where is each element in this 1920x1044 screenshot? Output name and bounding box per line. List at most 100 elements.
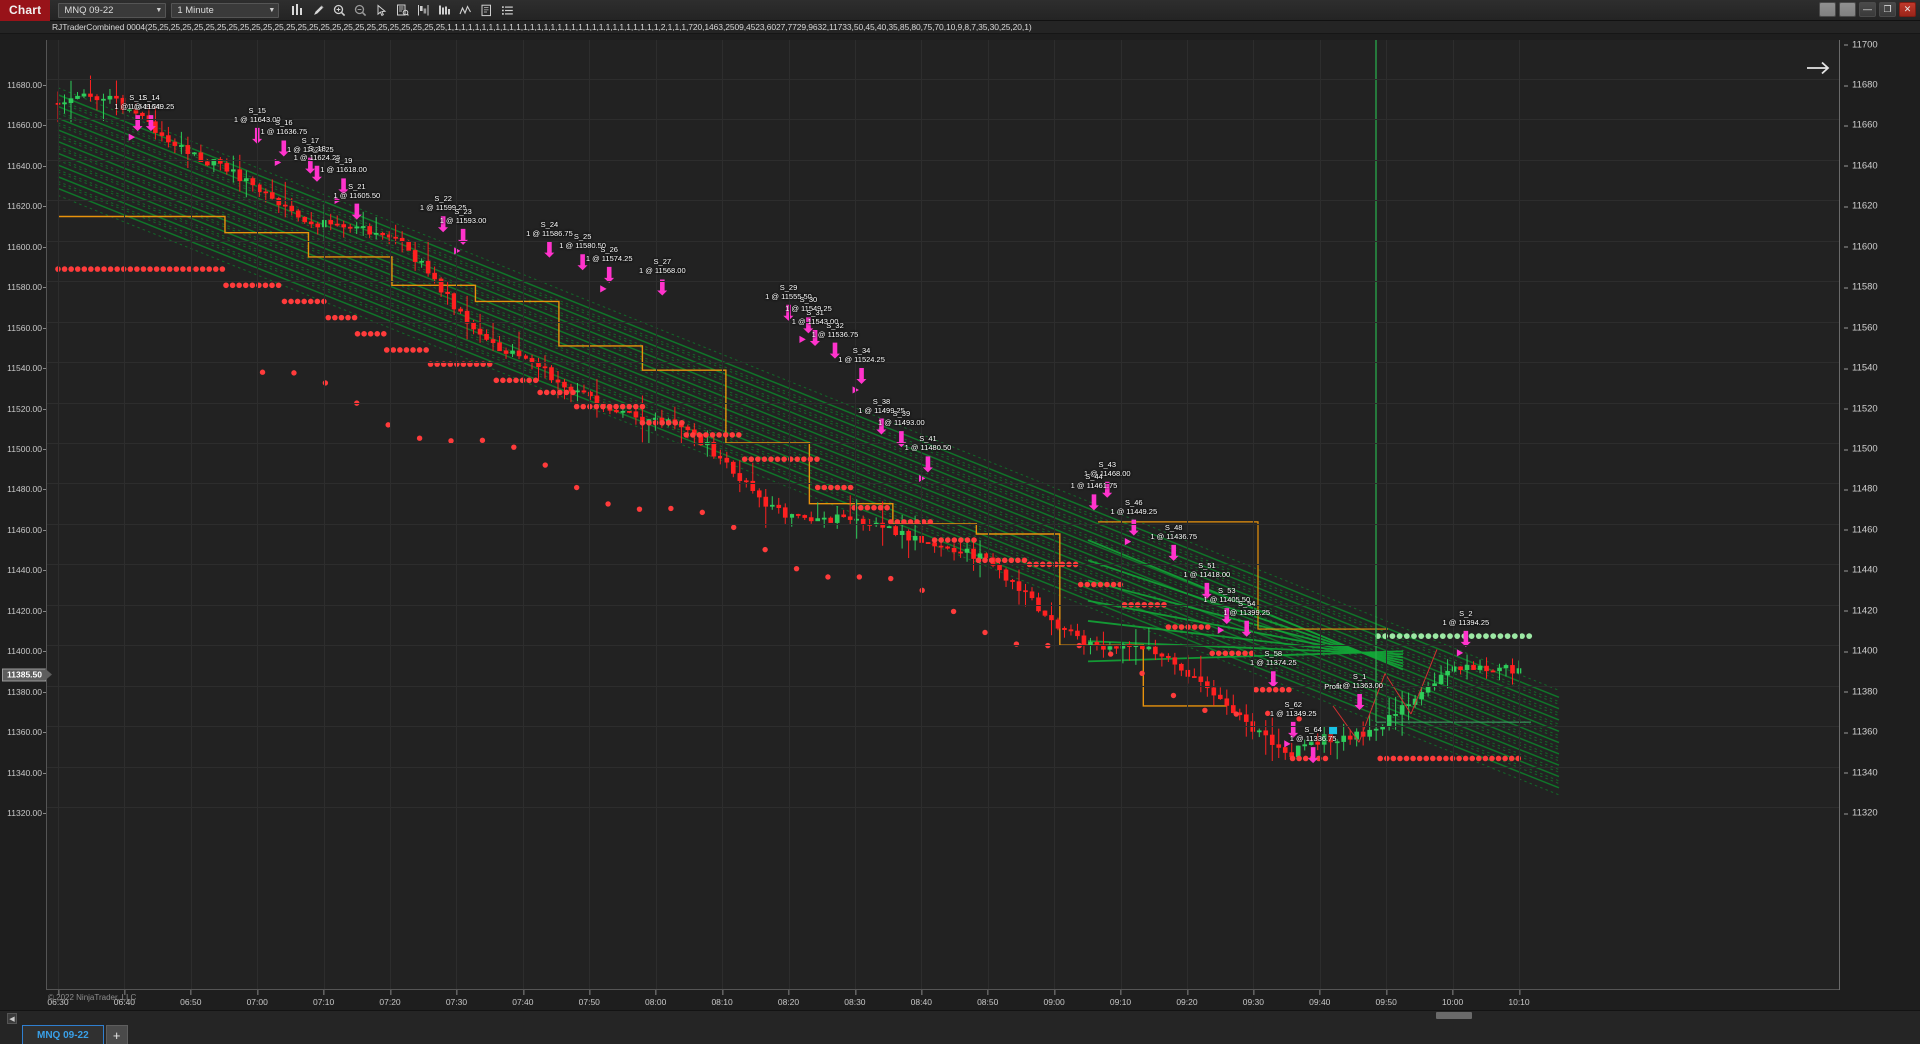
- sar-down-dot: [262, 282, 269, 289]
- left-axis-tick: 11400.00: [7, 646, 46, 657]
- sar-down-dot: [1436, 755, 1443, 762]
- regression-channel-band: [57, 171, 1560, 773]
- sell-signal-arrow-icon: [457, 228, 468, 245]
- candle-body: [302, 216, 308, 223]
- strategies-icon[interactable]: [435, 2, 454, 19]
- indicators-icon[interactable]: [414, 2, 433, 19]
- signal-label-fill: 1 @ 11580.50: [559, 241, 606, 251]
- chart-tab-mnq[interactable]: MNQ 09-22: [22, 1025, 104, 1044]
- sell-signal-arrow-icon: [1088, 494, 1099, 511]
- execution-connector-line: [1358, 673, 1386, 743]
- candle-body: [1484, 665, 1489, 672]
- sar-down-dot: [1117, 581, 1123, 588]
- right-arrow-icon[interactable]: [1806, 60, 1832, 81]
- instrument-selector[interactable]: MNQ 09-22 ▼: [58, 2, 167, 18]
- chart-window-badge: Chart: [0, 0, 51, 21]
- candle-body: [1029, 591, 1035, 599]
- pencil-drawing-tools-icon[interactable]: [309, 2, 328, 19]
- bar-chart-type-icon[interactable]: [288, 2, 307, 19]
- sar-down-dot: [755, 456, 761, 462]
- signal-label-fill: 1 @ 11636.75: [260, 127, 308, 137]
- candle-body: [789, 514, 795, 518]
- candle-body: [1445, 670, 1450, 676]
- sar-down-dot: [1165, 624, 1172, 630]
- sar-down-dot: [570, 389, 576, 396]
- chart-plot-area[interactable]: S_11 1 @ 11649.25 S_14 1 @ 11649.25 S_15 1 @ …: [46, 40, 1839, 990]
- time-axis-tick: 08:30: [844, 990, 866, 1007]
- instrument-selector-value: MNQ 09-22: [64, 4, 114, 16]
- horizontal-gridline: [46, 523, 1839, 525]
- candle-body: [380, 232, 385, 236]
- chevron-down-icon[interactable]: ▼: [155, 6, 163, 14]
- candle-body: [1217, 694, 1223, 700]
- sar-down-dot: [1302, 755, 1309, 762]
- zoom-in-icon[interactable]: [330, 2, 349, 19]
- zoom-out-icon[interactable]: [351, 2, 370, 19]
- sar-down-dot: [88, 266, 94, 272]
- sar-up-dot: [1418, 633, 1425, 640]
- sar-down-dot: [988, 557, 995, 564]
- sar-down-dot: [307, 298, 314, 305]
- signal-label-name: S_48: [1164, 522, 1183, 532]
- cursor-pointer-icon[interactable]: [372, 2, 391, 19]
- sar-down-dot: [1242, 650, 1248, 657]
- left-price-axis[interactable]: 11680.00 11660.00 11640.00 11620.00 11600.00…: [0, 40, 46, 990]
- sar-down-dot: [825, 574, 831, 580]
- sar-up-dot: [1396, 633, 1403, 640]
- sar-up-dot: [1511, 633, 1518, 640]
- data-series-icon[interactable]: [393, 2, 412, 19]
- top-toolbar: Chart MNQ 09-22 ▼ 1 Minute ▼: [0, 0, 1920, 21]
- interval-selector[interactable]: 1 Minute ▼: [171, 2, 280, 18]
- sar-up-dot: [1425, 633, 1432, 640]
- collapse-panel-handle[interactable]: ◀: [7, 1013, 17, 1024]
- candle-body: [94, 96, 100, 101]
- sar-down-dot: [856, 574, 863, 580]
- restore-button[interactable]: ❐: [1879, 2, 1896, 17]
- sar-down-dot: [242, 282, 249, 289]
- sar-down-dot: [1191, 624, 1198, 630]
- sar-down-dot: [1198, 624, 1205, 630]
- add-tab-button[interactable]: +: [105, 1025, 128, 1044]
- minimize-button[interactable]: —: [1859, 2, 1876, 17]
- list-icon[interactable]: [498, 2, 517, 19]
- signal-label-fill: 1 @ 11480.50: [904, 443, 952, 453]
- sar-down-dot: [1001, 557, 1008, 564]
- signal-label-fill: 1 @ 11468.00: [1083, 468, 1131, 478]
- chevron-down-icon[interactable]: ▼: [268, 6, 276, 14]
- sell-signal-arrow-icon: [1201, 582, 1212, 599]
- close-button[interactable]: ✕: [1899, 2, 1916, 17]
- window-controls: — ❐ ✕: [1819, 2, 1916, 17]
- candle-body: [438, 278, 444, 293]
- sar-down-dot: [291, 370, 297, 376]
- sar-down-dot: [731, 524, 737, 531]
- signal-label: S_58 1 @ 11374.25: [1250, 649, 1297, 667]
- candle-body: [925, 542, 931, 544]
- blank-button-2[interactable]: [1839, 2, 1856, 17]
- horizontal-gridline: [46, 483, 1839, 485]
- right-price-axis[interactable]: 1176011740117201170011680116601164011620…: [1839, 39, 1920, 990]
- chart-region[interactable]: 11680.00 11660.00 11640.00 11620.00 11600.00…: [0, 34, 1920, 1010]
- sar-up-dot: [1454, 633, 1461, 640]
- sar-down-dot: [403, 347, 410, 353]
- sar-down-dot: [793, 565, 800, 572]
- signal-label: S_53 1 @ 11405.50: [1203, 586, 1250, 604]
- properties-icon[interactable]: [477, 2, 496, 19]
- candle-body: [1094, 641, 1100, 646]
- candle-body: [614, 410, 619, 413]
- sar-down-dot: [1170, 692, 1177, 699]
- left-axis-tick: 11560.00: [7, 322, 46, 333]
- sell-signal-arrow-icon: [252, 127, 263, 144]
- candle-body: [1458, 666, 1463, 671]
- horizontal-scrollbar-thumb[interactable]: [1436, 1012, 1472, 1019]
- candle-body: [893, 526, 898, 535]
- candle-body: [243, 178, 249, 182]
- sell-signal-arrow-icon: [1288, 721, 1299, 738]
- sar-down-dot: [1233, 711, 1239, 717]
- candle-body: [1269, 734, 1275, 745]
- sar-down-dot: [606, 403, 613, 410]
- line-chart-icon[interactable]: [456, 2, 475, 19]
- bottom-time-axis[interactable]: 06:30 06:40 06:50 07:00 07:10 07:20 07:30 07:40…: [46, 990, 1839, 1010]
- sar-down-dot: [511, 444, 517, 450]
- blank-button-1[interactable]: [1819, 2, 1836, 17]
- sar-down-dot: [537, 389, 543, 396]
